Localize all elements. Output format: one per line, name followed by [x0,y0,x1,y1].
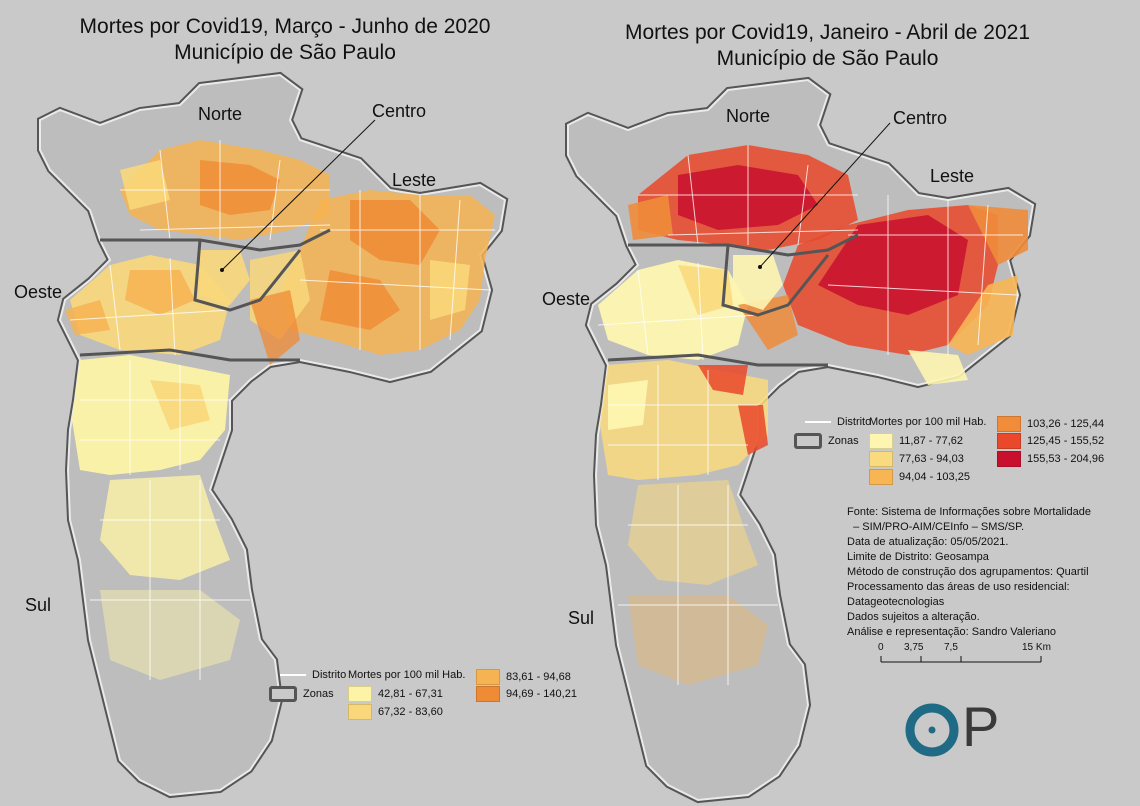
zonas-swatch [794,433,822,449]
source-line: Processamento das áreas de uso residenci… [847,581,1070,593]
legend-class-label: 94,04 - 103,25 [899,471,970,483]
legend-swatch [997,433,1021,449]
legend-swatch [869,433,893,449]
left-label-leste: Leste [392,170,437,190]
legend-class-label: 83,61 - 94,68 [506,671,571,683]
legend-swatch [869,451,893,467]
distrito-line-swatch [280,674,306,676]
left-legend: Distrito Zonas Mortes por 100 mil Hab. 4… [269,664,580,724]
legend-class-label: 11,87 - 77,62 [899,435,964,447]
left-legend-zonas: Zonas [303,688,334,700]
source-line: Análise e representação: Sandro Valerian… [847,626,1056,638]
legend-class-label: 42,81 - 67,31 [378,688,443,700]
right-title-line2: Município de São Paulo [716,47,939,70]
left-label-centro: Centro [372,101,427,121]
source-line: Dados sujeitos a alteração. [847,611,980,623]
legend-class-label: 103,26 - 125,44 [1027,418,1105,430]
legend-swatch [348,704,372,720]
left-label-norte: Norte [198,104,243,124]
left-map-title: Mortes por Covid19, Março - Junho de 202… [40,14,530,66]
right-legend-class-5: 155,53 - 204,96 [997,451,1104,467]
legend-swatch [997,416,1021,432]
right-map-title: Mortes por Covid19, Janeiro - Abril de 2… [580,20,1075,72]
right-legend-header: Mortes por 100 mil Hab. [869,416,987,428]
scale-label-3: 15 Km [1022,642,1051,653]
source-line: Datageotecnologias [847,596,945,608]
left-legend-class-2: 83,61 - 94,68 [476,669,571,685]
left-legend-header: Mortes por 100 mil Hab. [348,669,466,681]
right-label-oeste: Oeste [542,289,591,309]
source-line: – SIM/PRO-AIM/CEInfo – SMS/SP. [847,521,1025,533]
left-legend-class-0: 42,81 - 67,31 [348,686,443,702]
left-map [40,75,505,795]
right-legend-class-3: 103,26 - 125,44 [997,416,1104,432]
legend-class-label: 67,32 - 83,60 [378,706,443,718]
left-label-sul: Sul [25,595,52,615]
right-legend-class-4: 125,45 - 155,52 [997,433,1104,449]
legend-swatch [348,686,372,702]
left-title-line1: Mortes por Covid19, Março - Junho de 202… [79,15,491,38]
zonas-swatch [269,686,297,702]
legend-class-label: 77,63 - 94,03 [899,453,964,465]
legend-swatch [476,686,500,702]
scale-bar: 0 3,75 7,5 15 Km [876,640,1051,680]
legend-class-label: 94,69 - 140,21 [506,688,577,700]
left-label-oeste: Oeste [14,282,63,302]
left-title-line2: Município de São Paulo [174,41,396,64]
op-logo-mark [905,703,959,757]
source-notes: Fonte: Sistema de Informações sobre Mort… [847,505,1137,640]
right-legend-zonas: Zonas [828,435,859,447]
legend-swatch [869,469,893,485]
right-label-norte: Norte [726,106,771,126]
source-line: Fonte: Sistema de Informações sobre Mort… [847,506,1091,518]
right-title-line1: Mortes por Covid19, Janeiro - Abril de 2… [624,21,1031,44]
right-legend-class-0: 11,87 - 77,62 [869,433,963,449]
right-map [568,80,1033,800]
right-label-centro: Centro [893,108,948,128]
left-legend-class-1: 67,32 - 83,60 [348,704,443,720]
scale-label-2: 7,5 [944,642,958,653]
right-legend: Distrito Zonas Mortes por 100 mil Hab. 1… [794,412,1135,485]
distrito-line-swatch [805,421,831,423]
right-legend-class-1: 77,63 - 94,03 [869,451,964,467]
source-line: Data de atualização: 05/05/2021. [847,536,1009,548]
right-legend-class-2: 94,04 - 103,25 [869,469,970,485]
left-legend-distrito: Distrito [312,669,347,681]
source-line: Método de construção dos agrupamentos: Q… [847,566,1089,578]
scale-label-1: 3,75 [904,642,924,653]
scale-label-0: 0 [878,642,884,653]
op-logo-letter: P [962,695,1000,758]
scale-bar-graphic [880,656,1042,663]
legend-class-label: 125,45 - 155,52 [1027,435,1105,447]
left-legend-class-3: 94,69 - 140,21 [476,686,577,702]
right-label-leste: Leste [930,166,975,186]
right-legend-distrito: Distrito [837,416,872,428]
legend-swatch [476,669,500,685]
legend-class-label: 155,53 - 204,96 [1027,453,1105,465]
right-label-sul: Sul [568,608,595,628]
source-line: Limite de Distrito: Geosampa [847,551,989,563]
op-logo: P [904,695,1014,760]
legend-swatch [997,451,1021,467]
